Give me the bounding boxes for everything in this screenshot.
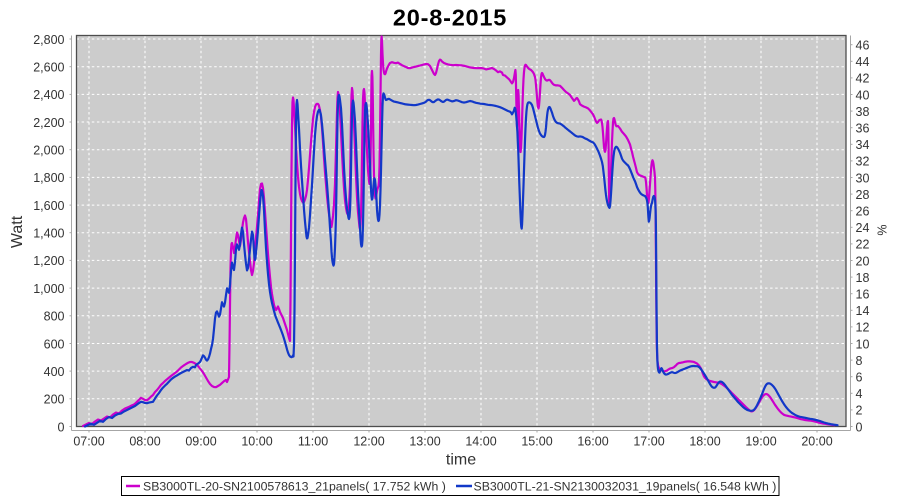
svg-text:40: 40 [856, 88, 870, 102]
svg-text:14: 14 [856, 304, 870, 318]
svg-text:10:00: 10:00 [241, 434, 272, 448]
svg-text:34: 34 [856, 138, 870, 152]
svg-text:0: 0 [856, 420, 863, 434]
svg-text:13:00: 13:00 [409, 434, 440, 448]
svg-text:15:00: 15:00 [521, 434, 552, 448]
svg-text:07:00: 07:00 [73, 434, 104, 448]
svg-text:30: 30 [856, 171, 870, 185]
svg-text:11:00: 11:00 [298, 434, 328, 448]
svg-text:38: 38 [856, 105, 870, 119]
svg-text:1,000: 1,000 [33, 282, 64, 296]
svg-text:1,400: 1,400 [33, 227, 64, 241]
svg-text:24: 24 [856, 221, 870, 235]
svg-text:4: 4 [856, 387, 863, 401]
svg-text:20: 20 [856, 254, 870, 268]
svg-text:16:00: 16:00 [577, 434, 608, 448]
svg-text:2,200: 2,200 [33, 116, 64, 130]
svg-text:14:00: 14:00 [465, 434, 496, 448]
svg-text:6: 6 [856, 371, 863, 385]
svg-text:SB3000TL-20-SN2100578613_21pan: SB3000TL-20-SN2100578613_21panels( 17.75… [143, 480, 446, 494]
svg-text:SB3000TL-21-SN2130032031_19pan: SB3000TL-21-SN2130032031_19panels( 16.54… [474, 480, 777, 494]
svg-text:1,600: 1,600 [33, 199, 64, 213]
svg-text:10: 10 [856, 337, 870, 351]
svg-text:12: 12 [856, 321, 870, 335]
svg-text:1,200: 1,200 [33, 254, 64, 268]
svg-text:200: 200 [44, 393, 65, 407]
svg-text:8: 8 [856, 354, 863, 368]
svg-text:0: 0 [58, 420, 65, 434]
svg-text:09:00: 09:00 [185, 434, 216, 448]
svg-text:Watt: Watt [9, 215, 26, 248]
svg-text:2,400: 2,400 [33, 88, 64, 102]
svg-text:17:00: 17:00 [633, 434, 664, 448]
svg-text:16: 16 [856, 288, 870, 302]
svg-text:44: 44 [856, 55, 870, 69]
svg-text:12:00: 12:00 [353, 434, 384, 448]
svg-text:36: 36 [856, 122, 870, 136]
svg-text:time: time [446, 452, 476, 469]
svg-text:19:00: 19:00 [745, 434, 776, 448]
svg-text:46: 46 [856, 39, 870, 53]
svg-text:28: 28 [856, 188, 870, 202]
svg-text:%: % [875, 224, 889, 235]
svg-text:20:00: 20:00 [801, 434, 832, 448]
svg-text:2,000: 2,000 [33, 144, 64, 158]
svg-text:2,800: 2,800 [33, 33, 64, 47]
svg-text:26: 26 [856, 205, 870, 219]
svg-text:2: 2 [856, 404, 863, 418]
svg-text:600: 600 [44, 337, 65, 351]
svg-text:42: 42 [856, 72, 870, 86]
svg-text:800: 800 [44, 310, 65, 324]
svg-text:1,800: 1,800 [33, 171, 64, 185]
svg-text:08:00: 08:00 [129, 434, 160, 448]
svg-text:18:00: 18:00 [689, 434, 720, 448]
svg-text:18: 18 [856, 271, 870, 285]
svg-text:20-8-2015: 20-8-2015 [393, 5, 507, 31]
svg-text:2,600: 2,600 [33, 61, 64, 75]
svg-text:32: 32 [856, 155, 870, 169]
svg-text:400: 400 [44, 365, 65, 379]
svg-text:22: 22 [856, 238, 870, 252]
